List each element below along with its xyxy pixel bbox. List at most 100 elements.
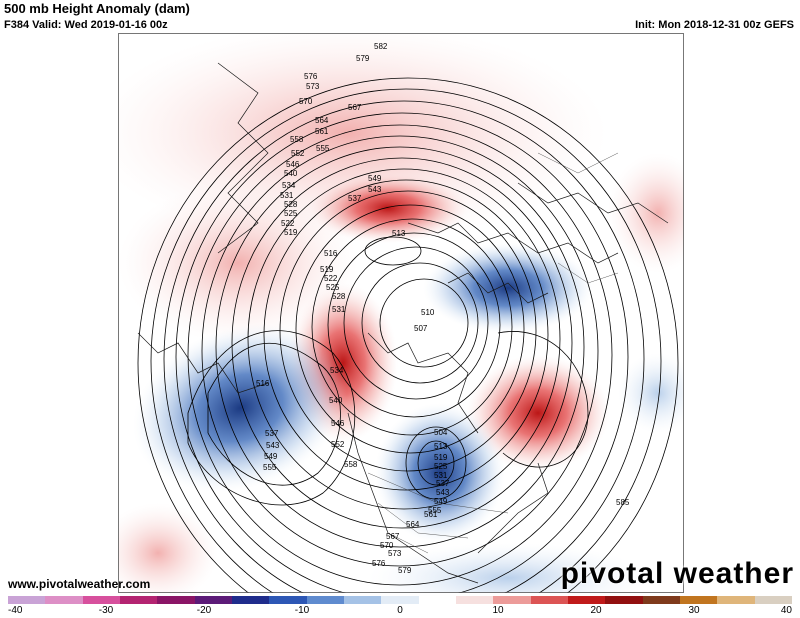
height-contours xyxy=(137,77,679,593)
colorbar-segment xyxy=(642,596,680,604)
anomaly-pink-northwest xyxy=(118,183,358,343)
contour-label: 528 xyxy=(284,200,298,209)
contour-label: 519 xyxy=(434,453,448,462)
contour-label: 585 xyxy=(616,498,630,507)
colorbar-segment xyxy=(343,596,382,604)
colorbar-segment xyxy=(306,596,344,604)
anomaly-lightblue-east xyxy=(618,353,684,433)
colorbar-tick-label: 20 xyxy=(590,605,602,616)
contour-label: 570 xyxy=(380,541,394,550)
contour-label: 543 xyxy=(436,488,450,497)
contour-label: 525 xyxy=(326,283,340,292)
valid-time: F384 Valid: Wed 2019-01-16 00z xyxy=(4,19,168,31)
anomaly-lightblue-south xyxy=(368,543,648,593)
anomaly-red-atlantic xyxy=(466,355,610,471)
contour-label: 531 xyxy=(332,305,346,314)
contour-label: 534 xyxy=(282,181,296,190)
site-url: www.pivotalweather.com xyxy=(8,577,151,591)
colorbar-segment xyxy=(194,596,232,604)
chart-title: 500 mb Height Anomaly (dam) xyxy=(4,1,190,16)
contour-label: 516 xyxy=(256,379,270,388)
contour-label: 537 xyxy=(265,429,279,438)
colorbar-segment xyxy=(717,596,755,604)
anomaly-blue-scandinavia xyxy=(423,243,593,333)
colorbar-segment xyxy=(157,596,195,604)
contour-label: 546 xyxy=(286,160,300,169)
contour-labels: 582 579 576 573 570 567 564 561 558 555 … xyxy=(256,42,630,575)
colorbar-segment xyxy=(231,596,270,604)
colorbar-segment xyxy=(119,596,158,604)
contour-label: 510 xyxy=(421,308,435,317)
colorbar-tick-label: -20 xyxy=(196,605,212,616)
colorbar-tick-label: 30 xyxy=(688,605,700,616)
contour-label: 573 xyxy=(388,549,402,558)
contour-label: 573 xyxy=(306,82,320,91)
contour-label: 576 xyxy=(372,559,386,568)
anomaly-pink-east xyxy=(608,153,684,273)
colorbar-segment xyxy=(82,596,120,604)
contour-label: 558 xyxy=(290,135,304,144)
contour-label: 531 xyxy=(280,191,294,200)
colorbar-segment xyxy=(605,596,643,604)
contour-label: 525 xyxy=(434,462,448,471)
contour-label: 552 xyxy=(331,440,345,449)
init-time: Init: Mon 2018-12-31 00z GEFS xyxy=(635,19,794,31)
anomaly-colorbar xyxy=(8,596,792,604)
map-canvas: 582 579 576 573 570 567 564 561 558 555 … xyxy=(118,33,684,593)
contour-label: 534 xyxy=(330,366,344,375)
colorbar-tick-label: 0 xyxy=(397,605,403,616)
contour-label: 504 xyxy=(434,428,448,437)
contour-label: 549 xyxy=(264,452,278,461)
coastlines xyxy=(137,62,669,584)
contour-label: 555 xyxy=(428,506,442,515)
colorbar-segment xyxy=(45,596,83,604)
colorbar-segment xyxy=(530,596,568,604)
contour-label: 567 xyxy=(386,532,400,541)
contour-label: 519 xyxy=(284,228,298,237)
political-borders xyxy=(367,152,619,554)
contour-label: 564 xyxy=(406,520,420,529)
contour-label: 567 xyxy=(348,103,362,112)
contour-label: 537 xyxy=(348,194,362,203)
contour-label: 522 xyxy=(281,219,295,228)
contour-label: 540 xyxy=(284,169,298,178)
contour-label: 546 xyxy=(331,419,345,428)
contour-label: 543 xyxy=(266,441,280,450)
contour-label: 561 xyxy=(315,127,329,136)
colorbar-ticks: -40 -30 -20 -10 0 10 20 30 40 xyxy=(8,605,792,617)
contour-label: 540 xyxy=(329,396,343,405)
contour-label: 549 xyxy=(434,497,448,506)
contour-label: 555 xyxy=(263,463,277,472)
contour-label: 570 xyxy=(299,97,313,106)
colorbar-segment xyxy=(269,596,307,604)
contour-label: 519 xyxy=(320,265,334,274)
colorbar-tick-label: -10 xyxy=(294,605,310,616)
colorbar-tick-label: -30 xyxy=(98,605,114,616)
contour-label: 558 xyxy=(344,460,358,469)
colorbar-tick-label: -40 xyxy=(8,605,23,616)
anomaly-red-siberia xyxy=(308,173,468,243)
contour-label: 576 xyxy=(304,72,318,81)
contour-label: 513 xyxy=(392,229,406,238)
colorbar-tick-label: 10 xyxy=(492,605,504,616)
colorbar-segment xyxy=(679,596,718,604)
contour-label: 555 xyxy=(316,144,330,153)
contour-label: 543 xyxy=(368,185,382,194)
brand-logo: pivotal weather xyxy=(560,557,794,590)
contour-label: 525 xyxy=(284,209,298,218)
map-border xyxy=(118,33,684,593)
contour-label: 537 xyxy=(436,479,450,488)
colorbar-tick-label: 40 xyxy=(780,605,792,616)
contour-label: 552 xyxy=(291,149,305,158)
contour-label: 561 xyxy=(424,510,438,519)
contour-label: 564 xyxy=(315,116,329,125)
contour-label: 582 xyxy=(374,42,388,51)
contour-label: 579 xyxy=(356,54,370,63)
contour-label: 549 xyxy=(368,174,382,183)
colorbar-segment xyxy=(567,596,606,604)
contour-label: 528 xyxy=(332,292,346,301)
contour-label: 522 xyxy=(324,274,338,283)
contour-label: 507 xyxy=(414,324,428,333)
colorbar-segment xyxy=(8,596,46,604)
contour-label: 579 xyxy=(398,566,412,575)
